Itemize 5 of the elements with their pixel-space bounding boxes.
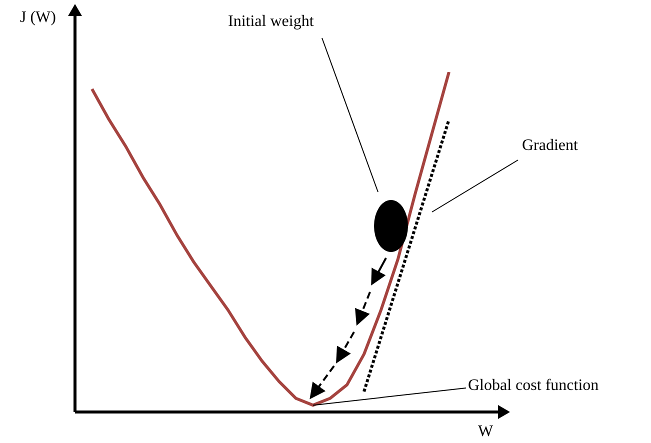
text: Global cost function bbox=[468, 377, 599, 394]
x-axis-title: W bbox=[478, 423, 494, 440]
text: Initial weight bbox=[228, 13, 314, 30]
text: Gradient bbox=[522, 137, 579, 154]
y-axis-title: J (W) bbox=[20, 9, 56, 26]
